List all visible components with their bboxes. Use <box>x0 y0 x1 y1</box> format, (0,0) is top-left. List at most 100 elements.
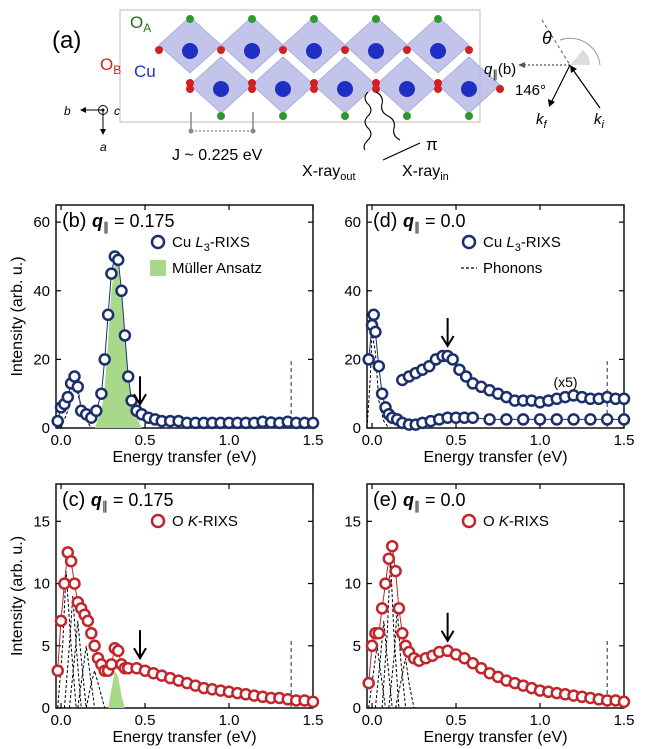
theta-arc <box>559 37 601 66</box>
oa-atom <box>248 15 256 23</box>
data-point <box>567 413 580 426</box>
phonon-curve <box>388 608 407 709</box>
x-tick-label: 1.5 <box>303 712 324 729</box>
q-label: q∥(b) <box>484 61 516 81</box>
data-point <box>58 577 71 590</box>
x-tick-label: 0.0 <box>362 432 383 449</box>
pi-polarization-arrow <box>382 142 421 161</box>
x-tick-label: 0.0 <box>51 712 72 729</box>
y-tick-label: 0 <box>353 700 361 717</box>
panel-title: (c) q∥ = 0.175 <box>62 489 173 513</box>
series-line <box>57 255 313 424</box>
data-point <box>54 614 68 628</box>
data-point <box>600 413 614 426</box>
axis-a-label: a <box>100 140 107 154</box>
ob-atom <box>434 79 442 87</box>
data-point <box>369 325 382 339</box>
data-point <box>389 564 402 578</box>
legend-label: Cu L3-RIXS <box>172 234 250 254</box>
x-tick-label: 1.0 <box>219 432 240 449</box>
y-tick-label: 15 <box>33 513 50 530</box>
ob-atom <box>186 85 194 93</box>
ob-atom <box>372 79 380 87</box>
y-axis-label: Intensity (arb. u.) <box>9 536 26 656</box>
oa-atom <box>279 112 287 120</box>
legend-label: Müller Ansatz <box>172 260 262 277</box>
y-tick-label: 10 <box>344 576 361 593</box>
lattice <box>155 15 504 120</box>
data-point <box>61 390 75 404</box>
data-point <box>98 353 111 366</box>
y-tick-label: 60 <box>344 214 361 231</box>
oa-atom <box>341 112 349 120</box>
plot-frame <box>55 483 314 709</box>
ob-atom <box>341 46 349 54</box>
oa-label: OA <box>130 13 151 35</box>
cu-atom <box>182 43 198 59</box>
structure-panel: (a) OA OB Cu J ~ 0.225 eV π X-rayout X-r… <box>52 9 504 183</box>
data-point <box>362 676 375 690</box>
data-point <box>51 414 64 428</box>
y-tick-label: 5 <box>42 638 50 655</box>
phonon-curve <box>63 595 82 709</box>
data-point <box>115 284 128 298</box>
x-tick-label: 0.5 <box>446 432 467 449</box>
data-point <box>121 370 135 383</box>
panel-title: (d) q∥ = 0.0 <box>373 210 466 234</box>
chart-panel-e: 0.0 0.5 1.0 1.5 0 5 10 15 Energy transfer (eV) (e… <box>344 483 634 746</box>
data-point <box>306 695 320 709</box>
phonon-curve <box>68 620 87 709</box>
x-tick-label: 0.5 <box>135 432 156 449</box>
x-tick-label: 0.0 <box>51 432 72 449</box>
data-point <box>379 577 392 590</box>
sample-normal-dashed <box>541 19 571 66</box>
x-tick-label: 1.0 <box>530 432 551 449</box>
pi-label: π <box>426 135 438 154</box>
axis-c-label: c <box>114 104 120 118</box>
angle-label: 146° <box>515 82 546 99</box>
x-tick-label: 1.5 <box>614 432 635 449</box>
legend-label: Phonons <box>483 260 542 277</box>
panel-title: (b) q∥ = 0.175 <box>62 210 175 234</box>
data-point <box>81 614 95 628</box>
data-point <box>101 308 115 322</box>
kf-label: kf <box>536 111 548 131</box>
ob-atom <box>403 46 411 54</box>
data-point <box>500 413 513 426</box>
xray-out-label: X-rayout <box>302 163 356 183</box>
data-point <box>64 554 78 568</box>
phonon-curve <box>366 331 390 429</box>
data-point <box>51 664 64 677</box>
crystal-axes <box>80 105 108 135</box>
data-point <box>550 413 564 426</box>
oa-atom <box>372 15 380 23</box>
x-tick-label: 0.5 <box>446 712 467 729</box>
y-tick-label: 15 <box>344 513 361 530</box>
ob-atom <box>248 79 256 87</box>
cu-atom <box>368 43 384 59</box>
cu-label: Cu <box>134 62 156 81</box>
phonon-curve <box>85 668 106 709</box>
phonon-curve <box>57 571 77 709</box>
legend-label: O K-RIXS <box>483 513 549 530</box>
coupling-label: J ~ 0.225 eV <box>172 147 263 164</box>
oa-atom <box>434 15 442 23</box>
cu-atom <box>461 81 477 97</box>
data-point <box>118 329 132 342</box>
axis-b-label: b <box>64 104 71 118</box>
data-point <box>111 253 125 267</box>
oa-atom <box>217 112 225 120</box>
ob-atom <box>248 85 256 93</box>
data-point <box>85 627 98 640</box>
data-point <box>105 658 118 671</box>
data-point <box>617 392 631 406</box>
plot-frame <box>366 483 625 709</box>
ob-atom <box>372 85 380 93</box>
oa-atom <box>310 15 318 23</box>
y-tick-label: 20 <box>33 351 50 368</box>
ansatz-fill <box>94 263 142 428</box>
legend-marker <box>150 234 166 250</box>
data-point <box>617 695 631 709</box>
plot-frame <box>366 204 625 429</box>
